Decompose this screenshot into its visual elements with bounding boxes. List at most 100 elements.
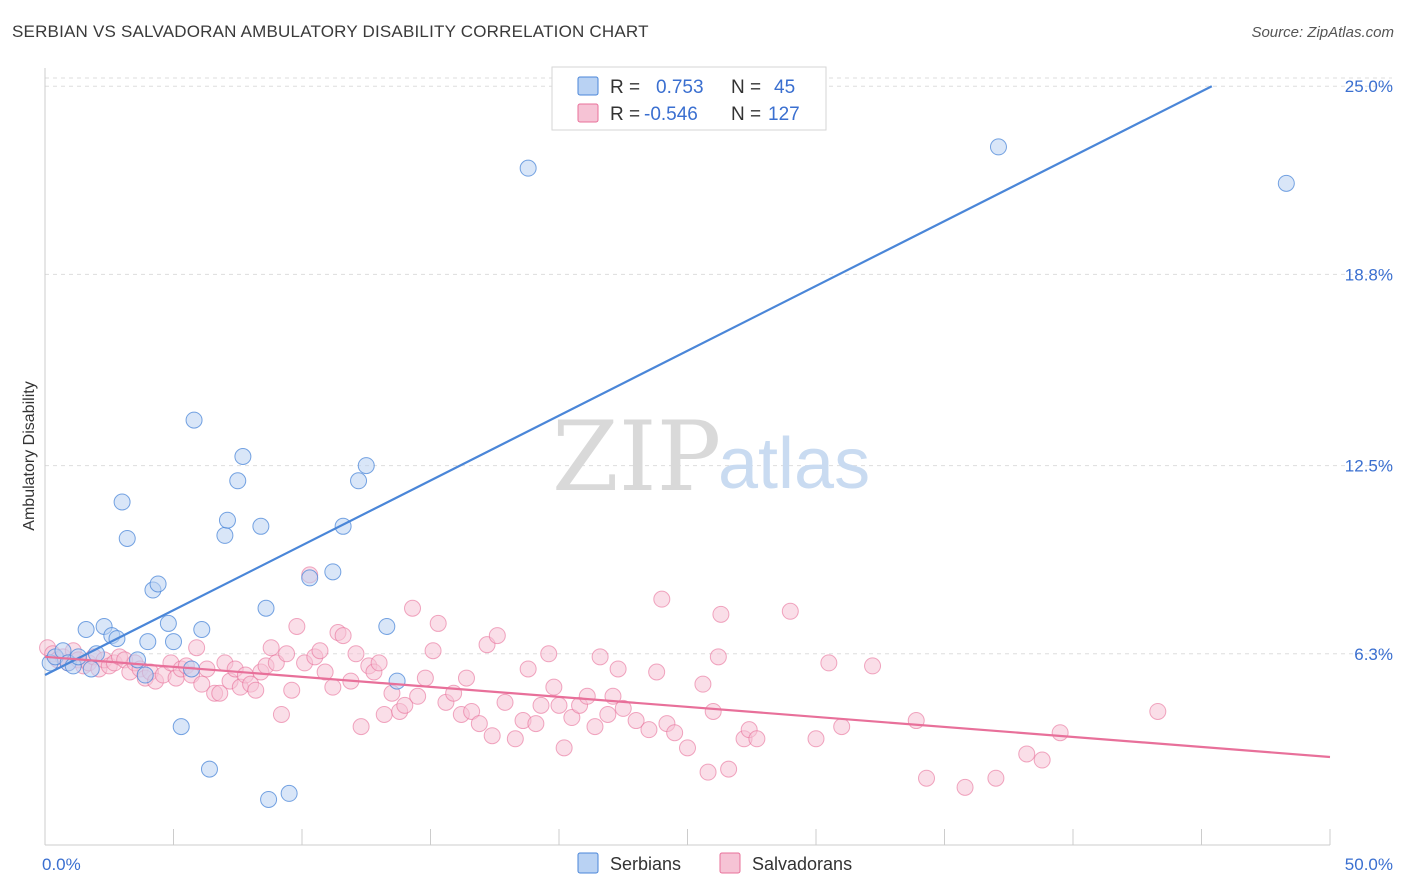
salvadorans-point-65 bbox=[396, 696, 414, 714]
salvadorans-point-114 bbox=[748, 730, 766, 748]
salvadorans-point-70 bbox=[429, 614, 447, 632]
salvadorans-point-75 bbox=[463, 702, 481, 720]
salvadorans-point-28 bbox=[188, 639, 206, 657]
serbians-point-21 bbox=[172, 718, 190, 736]
series-legend: Serbians Salvadorans bbox=[577, 852, 852, 874]
salvadorans-point-92 bbox=[578, 687, 596, 705]
legend-n-label-salvadorans: N = bbox=[731, 104, 761, 125]
salvadorans-point-79 bbox=[488, 627, 506, 645]
salvadorans-point-117 bbox=[820, 654, 838, 672]
serbians-point-39 bbox=[378, 617, 396, 635]
x-tick-label-0: 0.0% bbox=[42, 855, 81, 874]
salvadorans-point-110 bbox=[712, 605, 730, 623]
salvadorans-point-90 bbox=[563, 709, 581, 727]
serbians-point-38 bbox=[357, 457, 375, 475]
salvadorans-point-118 bbox=[833, 718, 851, 736]
legend-n-value-salvadorans: 127 bbox=[768, 104, 800, 125]
serbians-point-16 bbox=[139, 633, 157, 651]
salvadorans-point-32 bbox=[211, 684, 229, 702]
salvadorans-trend-line bbox=[44, 655, 1331, 759]
salvadorans-point-45 bbox=[278, 645, 296, 663]
legend-n-label-serbians: N = bbox=[731, 77, 761, 98]
serbians-point-23 bbox=[185, 411, 203, 429]
serbians-point-18 bbox=[149, 575, 167, 593]
salvadorans-point-39 bbox=[247, 681, 265, 699]
serbians-point-32 bbox=[260, 790, 278, 808]
salvadorans-point-97 bbox=[609, 660, 627, 678]
source-label: Source: ZipAtlas.com bbox=[1251, 24, 1394, 41]
salvadorans-point-62 bbox=[375, 705, 393, 723]
salvadorans-point-122 bbox=[956, 778, 974, 796]
serbians-point-43 bbox=[989, 138, 1007, 156]
salvadorans-point-126 bbox=[1051, 724, 1069, 742]
serbians-point-28 bbox=[229, 472, 247, 490]
salvadorans-point-125 bbox=[1033, 751, 1051, 769]
legend-swatch-salvadorans bbox=[577, 103, 599, 123]
salvadorans-point-99 bbox=[627, 712, 645, 730]
salvadorans-point-69 bbox=[424, 642, 442, 660]
salvadorans-point-100 bbox=[640, 721, 658, 739]
salvadorans-point-44 bbox=[272, 705, 290, 723]
salvadorans-point-102 bbox=[653, 590, 671, 608]
salvadorans-point-93 bbox=[586, 718, 604, 736]
salvadorans-point-88 bbox=[550, 696, 568, 714]
serbians-trend-line bbox=[44, 85, 1213, 677]
salvadorans-point-47 bbox=[288, 617, 306, 635]
salvadorans-point-98 bbox=[614, 699, 632, 717]
salvadorans-point-94 bbox=[591, 648, 609, 666]
salvadorans-point-83 bbox=[519, 660, 537, 678]
y-axis-title: Ambulatory Disability bbox=[21, 381, 38, 530]
serbians-point-7 bbox=[82, 660, 100, 678]
salvadorans-point-55 bbox=[334, 627, 352, 645]
salvadorans-point-46 bbox=[283, 681, 301, 699]
legend-r-label-serbians: R = bbox=[610, 77, 640, 98]
salvadorans-point-101 bbox=[648, 663, 666, 681]
salvadorans-point-87 bbox=[545, 678, 563, 696]
bottom-legend-serbians: Serbians bbox=[610, 854, 681, 874]
salvadorans-point-42 bbox=[262, 639, 280, 657]
salvadorans-point-67 bbox=[409, 687, 427, 705]
salvadorans-point-29 bbox=[193, 675, 211, 693]
salvadorans-point-116 bbox=[807, 730, 825, 748]
salvadorans-point-119 bbox=[864, 657, 882, 675]
salvadorans-point-78 bbox=[483, 727, 501, 745]
legend-n-value-serbians: 45 bbox=[774, 77, 795, 98]
serbians-point-25 bbox=[200, 760, 218, 778]
bottom-legend-salvadorans: Salvadorans bbox=[752, 854, 852, 874]
axes bbox=[44, 68, 1331, 846]
legend-swatch-serbians bbox=[577, 76, 599, 96]
salvadorans-point-84 bbox=[527, 715, 545, 733]
salvadorans-point-95 bbox=[599, 705, 617, 723]
serbians-point-29 bbox=[234, 448, 252, 465]
serbians-point-30 bbox=[252, 517, 270, 535]
salvadorans-point-53 bbox=[324, 678, 342, 696]
salvadorans-point-108 bbox=[704, 702, 722, 720]
legend-r-value-serbians: 0.753 bbox=[656, 77, 704, 98]
salvadorans-point-74 bbox=[457, 669, 475, 687]
serbians-point-12 bbox=[113, 493, 131, 511]
serbians-point-19 bbox=[159, 614, 177, 632]
salvadorans-point-109 bbox=[709, 648, 727, 666]
y-tick-label-3: 25.0% bbox=[1345, 77, 1393, 96]
salvadorans-point-76 bbox=[470, 715, 488, 733]
serbians-point-6 bbox=[77, 621, 95, 639]
watermark-atlas: atlas bbox=[718, 424, 870, 504]
serbians-point-24 bbox=[193, 621, 211, 639]
serbians-point-33 bbox=[280, 784, 298, 802]
salvadorans-point-121 bbox=[918, 769, 936, 787]
bottom-legend-swatch-salvadorans bbox=[719, 852, 741, 874]
serbians-point-35 bbox=[324, 563, 342, 581]
x-tick-labels: 0.0% 50.0% bbox=[42, 855, 1393, 874]
serbians-point-5 bbox=[69, 648, 87, 666]
serbians-point-40 bbox=[388, 672, 406, 690]
y-tick-label-1: 12.5% bbox=[1345, 457, 1393, 476]
salvadorans-point-81 bbox=[506, 730, 524, 748]
correlation-legend: R = 0.753 N = 45 R = -0.546 N = 127 bbox=[551, 66, 827, 131]
y-tick-labels: 6.3% 12.5% 18.8% 25.0% bbox=[1345, 77, 1393, 664]
salvadorans-point-51 bbox=[311, 642, 329, 660]
salvadorans-point-111 bbox=[720, 760, 738, 778]
legend-r-label-salvadorans: R = bbox=[610, 104, 640, 125]
salvadorans-point-57 bbox=[347, 645, 365, 663]
serbians-point-34 bbox=[301, 569, 319, 587]
salvadorans-point-66 bbox=[404, 599, 422, 617]
